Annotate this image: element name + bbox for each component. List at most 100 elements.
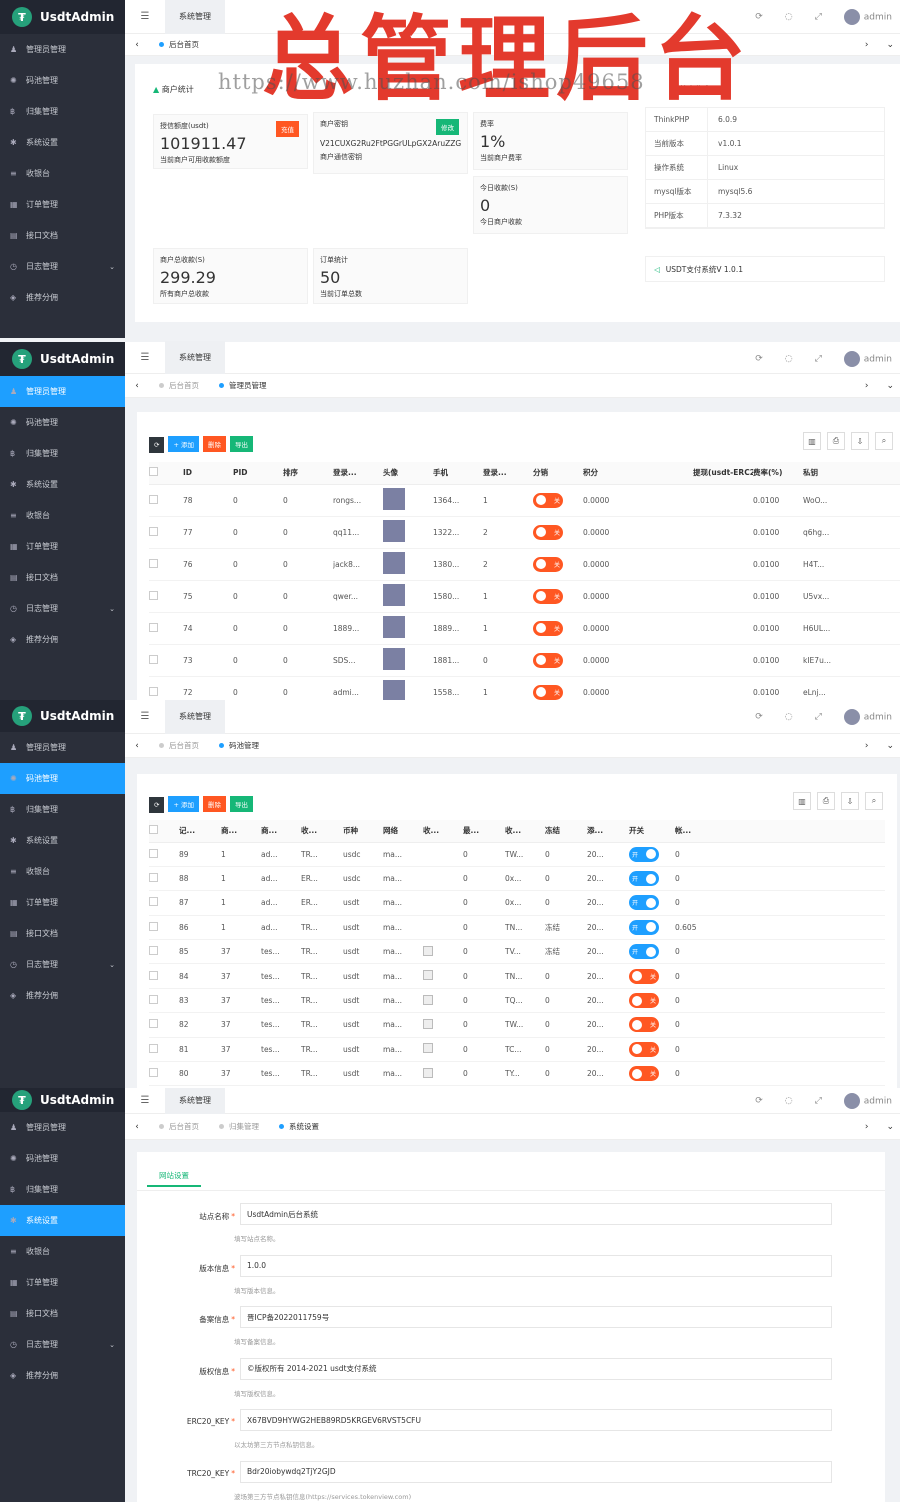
distribution-switch[interactable]: 关 [533,492,563,508]
field-input[interactable]: 晋ICP备2022011759号 [240,1306,832,1328]
column-header[interactable]: 登录... [483,462,533,485]
column-header[interactable]: ID [183,462,233,485]
add-button[interactable]: + 添加 [168,796,199,812]
tabs-prev-icon[interactable]: ‹ [135,380,139,391]
tab-home[interactable]: 后台首页 [149,39,209,50]
row-checkbox[interactable] [149,1019,158,1029]
distribution-switch[interactable]: 关 [533,652,563,668]
print-icon[interactable]: ⎙ [817,792,835,810]
row-checkbox[interactable] [149,526,158,536]
row-checkbox[interactable] [149,848,158,858]
tabs-next-icon[interactable]: › [864,740,869,751]
add-button[interactable]: + 添加 [168,436,199,452]
sidebar-item[interactable]: ◈ 推荐分佣 [0,624,125,655]
sidebar-item[interactable]: ▦ 订单管理 [0,531,125,562]
clear-icon[interactable]: ◌ [784,354,793,364]
field-input[interactable]: Bdr20iobywdq2TjY2GJD [240,1460,832,1483]
sidebar-item[interactable]: ✺ 码池管理 [0,407,125,438]
row-checkbox[interactable] [149,897,158,907]
sidebar-item[interactable]: ฿ 归集管理 [0,1174,125,1205]
column-header[interactable]: 提现(usdt-ERC20) [693,462,753,485]
sidebar-item[interactable]: ✱ 系统设置 [0,1205,125,1236]
sidebar-item[interactable]: ✺ 码池管理 [0,1143,125,1174]
tab-system[interactable]: 系统管理 [165,0,225,34]
fullscreen-icon[interactable]: ⤢ [814,354,822,364]
sidebar-item[interactable]: ≡ 收银台 [0,1236,125,1267]
tabs-prev-icon[interactable]: ‹ [135,740,139,751]
column-header[interactable]: 币种 [343,820,383,843]
tab-home[interactable]: 后台首页 [149,1121,209,1132]
sidebar-item[interactable]: ฿ 归集管理 [0,96,125,127]
row-checkbox[interactable] [149,946,158,956]
sidebar-item[interactable]: ✺ 码池管理 [0,763,125,794]
user-menu[interactable]: admin [843,351,892,367]
sidebar-item[interactable]: ▤ 接口文档 [0,1298,125,1329]
sidebar-item[interactable]: ≡ 收银台 [0,158,125,189]
sidebar-item[interactable]: ◈ 推荐分佣 [0,980,125,1011]
sidebar-item[interactable]: ◷ 日志管理 ⌄ [0,593,125,624]
column-header[interactable]: 手机 [433,462,483,485]
sidebar-item[interactable]: ≡ 收银台 [0,856,125,887]
distribution-switch[interactable]: 关 [533,556,563,572]
sidebar-item[interactable]: ✱ 系统设置 [0,825,125,856]
refresh-icon[interactable]: ⟳ [755,712,763,722]
user-menu[interactable]: admin [843,9,892,25]
column-header[interactable]: 帐... [675,820,885,843]
sidebar-item[interactable]: ◈ 推荐分佣 [0,1360,125,1391]
column-header[interactable]: 添... [587,820,629,843]
refresh-icon[interactable]: ⟳ [755,354,763,364]
fullscreen-icon[interactable]: ⤢ [814,1096,822,1106]
pool-switch[interactable]: 开 [629,895,659,911]
print-icon[interactable]: ⎙ [827,432,845,450]
row-checkbox[interactable] [149,494,158,504]
tabs-more-icon[interactable]: ⌄ [886,39,894,50]
row-checkbox[interactable] [149,1068,158,1078]
sidebar-item[interactable]: ฿ 归集管理 [0,438,125,469]
tabs-next-icon[interactable]: › [864,1121,869,1132]
field-input[interactable]: X67BVD9HYWG2HEB89RD5KRGEV6RVST5CFU [240,1409,832,1431]
tabs-next-icon[interactable]: › [864,380,869,391]
clear-icon[interactable]: ◌ [784,12,793,22]
pool-switch[interactable]: 关 [629,1041,659,1057]
pool-switch[interactable]: 关 [629,993,659,1009]
tab-home[interactable]: 后台首页 [149,740,209,751]
sidebar-item[interactable]: ▤ 接口文档 [0,220,125,251]
tab-settings[interactable]: 系统设置 [269,1121,329,1132]
modify-key-button[interactable]: 修改 [436,119,459,135]
fullscreen-icon[interactable]: ⤢ [814,12,822,22]
distribution-switch[interactable]: 关 [533,524,563,540]
refresh-button[interactable]: ⟳ [149,797,165,813]
sidebar-item[interactable]: ✺ 码池管理 [0,65,125,96]
pool-switch[interactable]: 关 [629,1066,659,1082]
tab-home[interactable]: 后台首页 [149,380,209,391]
tab-admin[interactable]: 管理员管理 [209,380,277,391]
row-checkbox[interactable] [149,1043,158,1053]
column-header[interactable]: 冻结 [545,820,587,843]
sidebar-item[interactable]: ◷ 日志管理 ⌄ [0,949,125,980]
column-header[interactable]: 排序 [283,462,333,485]
column-header[interactable]: 网络 [383,820,423,843]
delete-button[interactable]: 删除 [202,436,226,452]
sidebar-item[interactable]: ♟ 管理员管理 [0,34,125,65]
distribution-switch[interactable]: 关 [533,620,563,636]
tab-system[interactable]: 系统管理 [165,700,225,734]
sidebar-item[interactable]: ≡ 收银台 [0,500,125,531]
pool-switch[interactable]: 关 [629,1017,659,1033]
clear-icon[interactable]: ◌ [784,712,793,722]
select-all-checkbox[interactable] [149,467,158,477]
export-icon[interactable]: ⇩ [841,792,859,810]
sidebar-item[interactable]: ▦ 订单管理 [0,189,125,220]
export-button[interactable]: 导出 [229,796,253,812]
tabs-prev-icon[interactable]: ‹ [135,39,139,50]
export-icon[interactable]: ⇩ [851,432,869,450]
tabs-more-icon[interactable]: ⌄ [886,1121,894,1132]
row-checkbox[interactable] [149,873,158,883]
refresh-icon[interactable]: ⟳ [755,1096,763,1106]
tab-website-settings[interactable]: 网站设置 [147,1166,201,1187]
delete-button[interactable]: 删除 [202,796,226,812]
sidebar-item[interactable]: ฿ 归集管理 [0,794,125,825]
column-header[interactable]: 商... [261,820,301,843]
row-checkbox[interactable] [149,921,158,931]
column-header[interactable]: 费率(%) [753,462,803,485]
recharge-button[interactable]: 充值 [276,121,299,137]
